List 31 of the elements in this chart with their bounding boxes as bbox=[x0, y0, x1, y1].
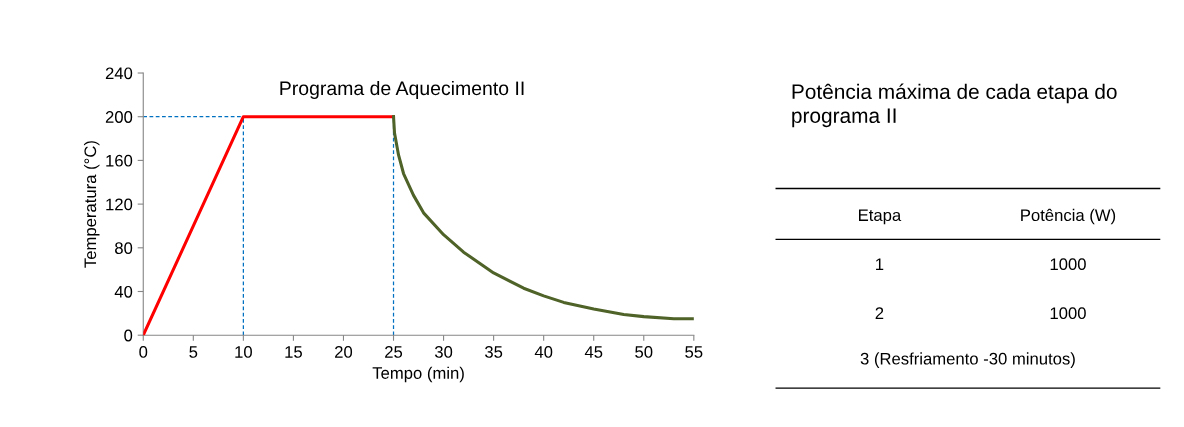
x-tick-label: 0 bbox=[139, 346, 148, 358]
y-tick-label: 80 bbox=[115, 242, 133, 255]
y-tick-label: 40 bbox=[114, 285, 133, 298]
y-tick-label: 120 bbox=[106, 198, 133, 211]
text: Potência máxima de cada etapa do programa II bbox=[792, 83, 1117, 128]
chart-title: Programa de Aquecimento II bbox=[280, 80, 524, 100]
x-tick-label: 50 bbox=[635, 346, 653, 358]
x-tick-label: 40 bbox=[534, 346, 553, 358]
y-axis-title: Temperatura (°C) bbox=[83, 141, 100, 268]
line-series bbox=[391, 115, 694, 321]
x-tick-label: 25 bbox=[385, 346, 403, 358]
x-tick-label: 20 bbox=[335, 346, 353, 358]
text: 2 bbox=[875, 307, 884, 319]
x-tick-label: 45 bbox=[584, 346, 603, 358]
y-tick-label: 160 bbox=[106, 154, 133, 167]
x-tick-label: 30 bbox=[434, 346, 453, 358]
text: 1000 bbox=[1050, 258, 1086, 271]
x-tick-label: 15 bbox=[285, 346, 302, 358]
text: Etapa bbox=[859, 209, 902, 225]
text: 3 (Resfriamento -30 minutos) bbox=[860, 352, 1075, 368]
y-tick-label: 0 bbox=[124, 329, 133, 342]
x-axis-title: Tempo (min) bbox=[372, 366, 464, 383]
y-tick-label: 240 bbox=[105, 67, 133, 80]
text: 1000 bbox=[1050, 307, 1086, 320]
y-tick-label: 200 bbox=[105, 111, 133, 123]
x-tick-label: 35 bbox=[484, 346, 503, 358]
x-tick-label: 5 bbox=[189, 346, 198, 358]
text: Potência (W) bbox=[1021, 208, 1116, 225]
text: 1 bbox=[876, 258, 884, 270]
x-tick-label: 55 bbox=[685, 346, 703, 358]
x-tick-label: 10 bbox=[235, 346, 252, 358]
